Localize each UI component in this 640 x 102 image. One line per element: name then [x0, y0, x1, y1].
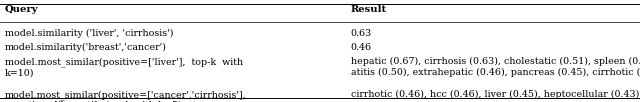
Text: hepatic (0.67), cirrhosis (0.63), cholestatic (0.51), spleen (0.51), steatosis (: hepatic (0.67), cirrhosis (0.63), choles…: [351, 57, 640, 77]
Text: model.similarity('breast','cancer'): model.similarity('breast','cancer'): [5, 43, 167, 52]
Text: Query: Query: [5, 5, 38, 14]
Text: model.most_similar(positive=['cancer','cirrhosis'],
negative=['breast'],  top-k : model.most_similar(positive=['cancer','c…: [5, 90, 247, 102]
Text: 0.46: 0.46: [351, 43, 372, 52]
Text: Result: Result: [351, 5, 387, 14]
Text: cirrhotic (0.46), hcc (0.46), liver (0.45), heptocellular (0.43), metavir (0.43): cirrhotic (0.46), hcc (0.46), liver (0.4…: [351, 90, 640, 99]
Text: model.most_similar(positive=['liver'],  top-k  with
k=10): model.most_similar(positive=['liver'], t…: [5, 57, 243, 77]
Text: model.similarity ('liver', 'cirrhosis'): model.similarity ('liver', 'cirrhosis'): [5, 29, 173, 38]
Text: 0.63: 0.63: [351, 29, 372, 38]
